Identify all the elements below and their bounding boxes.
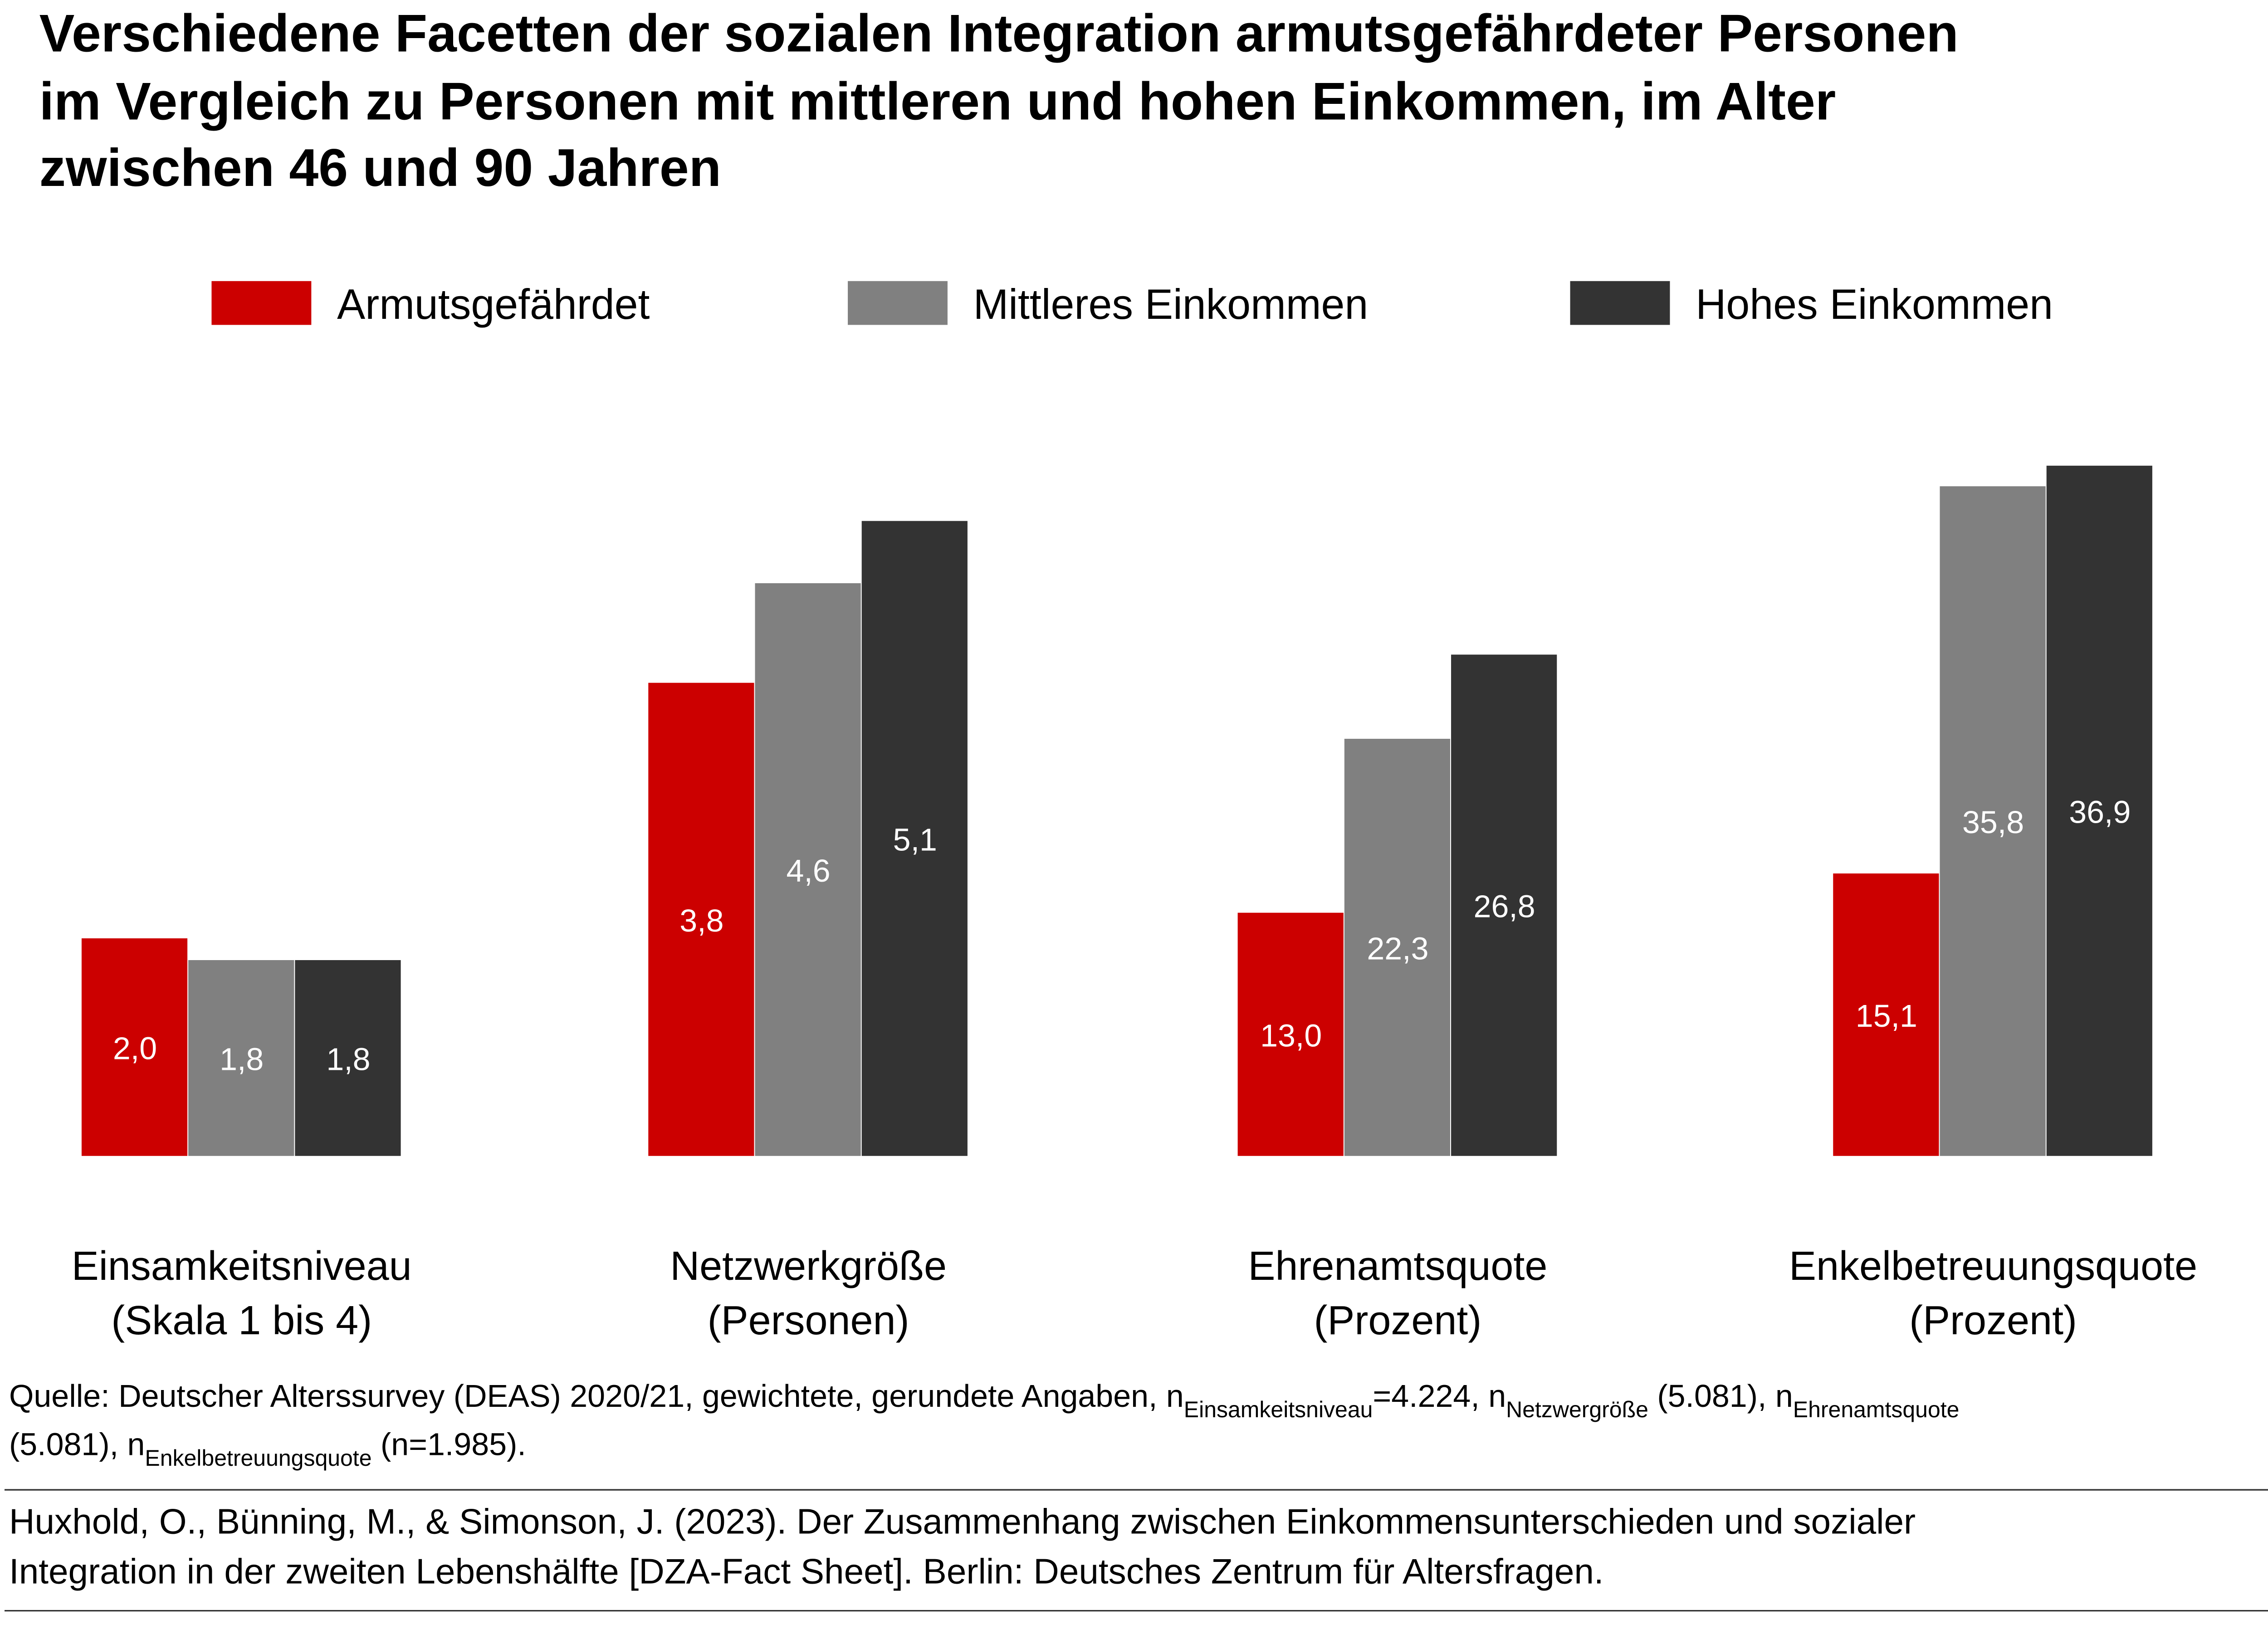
data-label: 13,0 bbox=[1260, 1018, 1322, 1053]
bar bbox=[188, 960, 294, 1156]
legend-label: Armutsgefährdet bbox=[337, 281, 650, 328]
bar bbox=[2046, 465, 2152, 1156]
bar bbox=[1344, 739, 1451, 1156]
data-label: 4,6 bbox=[786, 853, 830, 888]
bar bbox=[81, 938, 188, 1156]
footnote: Quelle: Deutscher Alterssurvey (DEAS) 20… bbox=[9, 1378, 1959, 1471]
citation-line-1: Huxhold, O., Bünning, M., & Simonson, J.… bbox=[9, 1502, 1916, 1542]
legend: Armutsgefährdet Mittleres Einkommen Hohes … bbox=[211, 281, 2053, 328]
bar bbox=[1833, 873, 1939, 1156]
legend-swatch bbox=[211, 281, 312, 325]
data-label: 2,0 bbox=[113, 1031, 157, 1066]
data-label: 26,8 bbox=[1474, 889, 1535, 924]
citation-line-2: Integration in der zweiten Lebenshälfte … bbox=[9, 1551, 1604, 1591]
chart-title: Verschiedene Facetten der sozialen Integ… bbox=[39, 3, 1959, 197]
category-labels: Einsamkeitsniveau (Skala 1 bis 4) Netzwerk… bbox=[72, 1244, 2197, 1343]
legend-swatch bbox=[848, 281, 948, 325]
legend-label: Mittleres Einkommen bbox=[973, 281, 1369, 328]
category-label: (Prozent) bbox=[1909, 1298, 2077, 1343]
category-label: (Prozent) bbox=[1314, 1298, 1481, 1343]
data-label: 15,1 bbox=[1856, 998, 1917, 1034]
title-line-2: im Vergleich zu Personen mit mittleren u… bbox=[39, 71, 1836, 131]
bar bbox=[1237, 912, 1344, 1156]
title-line-3: zwischen 46 und 90 Jahren bbox=[39, 138, 721, 197]
category-label: Netzwerkgröße bbox=[670, 1244, 947, 1289]
citation: Huxhold, O., Bünning, M., & Simonson, J.… bbox=[9, 1502, 1916, 1591]
data-label: 36,9 bbox=[2069, 794, 2131, 829]
data-label: 5,1 bbox=[893, 822, 937, 857]
data-label: 3,8 bbox=[679, 903, 723, 938]
title-line-1: Verschiedene Facetten der sozialen Integ… bbox=[39, 3, 1959, 63]
footnote-line: Quelle: Deutscher Alterssurvey (DEAS) 20… bbox=[9, 1378, 1959, 1422]
bar bbox=[861, 521, 968, 1156]
category-label: Ehrenamtsquote bbox=[1248, 1244, 1547, 1289]
legend-swatch bbox=[1570, 281, 1670, 325]
data-label: 35,8 bbox=[1962, 805, 2024, 840]
footnote-line: (5.081), nEnkelbetreuungsquote​ (n=1.985… bbox=[9, 1426, 526, 1470]
bar bbox=[295, 960, 401, 1156]
category-label: Enkelbetreuungsquote bbox=[1789, 1244, 2197, 1289]
bar bbox=[755, 583, 861, 1156]
legend-label: Hohes Einkommen bbox=[1696, 281, 2053, 328]
bars: 2,0 1,8 1,8 3,8 4,6 5,1 13,0 22,3 26,8 15,1 35,8 36… bbox=[81, 465, 2152, 1156]
data-label: 1,8 bbox=[326, 1042, 370, 1077]
data-label: 1,8 bbox=[220, 1042, 264, 1077]
data-label: 22,3 bbox=[1367, 931, 1428, 966]
category-label: (Personen) bbox=[708, 1298, 909, 1343]
bar bbox=[648, 683, 754, 1156]
bar bbox=[1451, 654, 1557, 1156]
category-label: Einsamkeitsniveau bbox=[72, 1244, 412, 1289]
category-label: (Skala 1 bis 4) bbox=[111, 1298, 372, 1343]
bar bbox=[1940, 486, 2046, 1156]
